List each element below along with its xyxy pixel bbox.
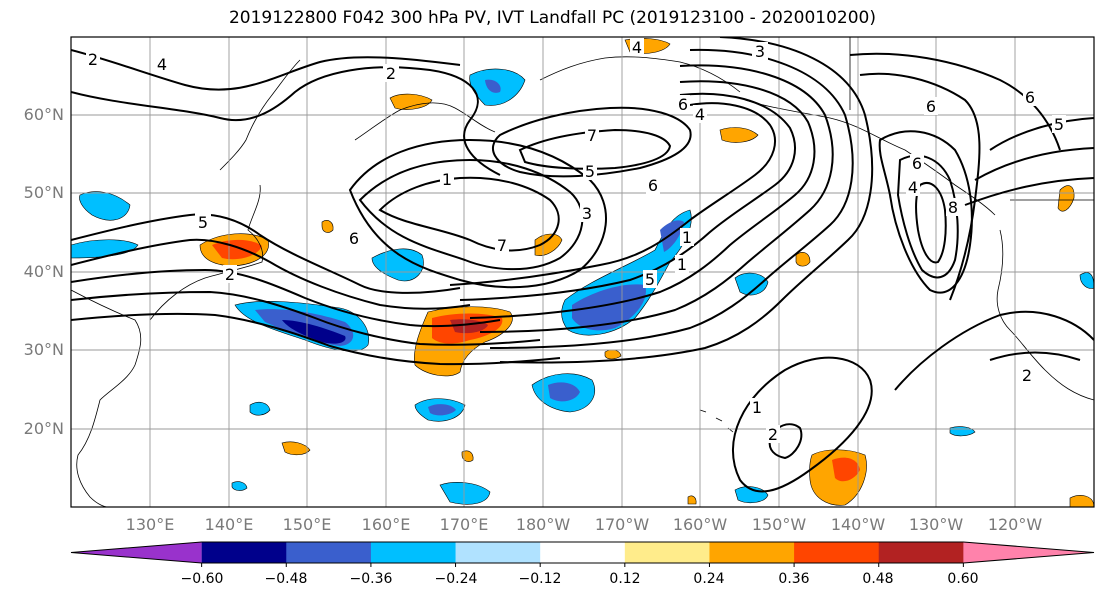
colorbar-tick-label: −0.60	[180, 571, 224, 587]
contour-label: 2	[88, 50, 98, 69]
colorbar-tick-label: −0.48	[264, 571, 308, 587]
shaded-anomaly-field	[71, 38, 1094, 507]
contour-label: 4	[632, 38, 642, 57]
colorbar-tick-label: −0.12	[518, 571, 562, 587]
lat-label-30n: 30°N	[23, 340, 64, 359]
colorbar-tick-label: 0.60	[947, 571, 979, 587]
contour-label: 6	[926, 97, 936, 116]
contour-label: 6	[678, 95, 688, 114]
lat-label-50n: 50°N	[23, 183, 64, 202]
lon-label-170w: 170°W	[594, 515, 650, 534]
contour-label: 5	[198, 213, 208, 232]
map-title: 2019122800 F042 300 hPa PV, IVT Landfall…	[228, 8, 876, 28]
contour-label: 1	[752, 398, 762, 417]
colorbar-extension-low	[71, 542, 202, 563]
contour-label: 5	[645, 270, 655, 289]
colorbar-tick-label: 0.48	[862, 571, 894, 587]
contour-label: 4	[695, 105, 705, 124]
contour-label: 8	[948, 198, 958, 217]
contour-label: 2	[768, 425, 778, 444]
colorbar-extension-high	[963, 542, 1094, 563]
contour-label: 7	[587, 126, 597, 145]
colorbar-tick-label: 0.36	[778, 571, 810, 587]
lon-label-160w: 160°W	[672, 515, 728, 534]
colorbar-tick-label: −0.36	[349, 571, 393, 587]
contour-label: 4	[157, 55, 167, 74]
colorbar-segment	[286, 542, 372, 563]
contour-label: 2	[1022, 366, 1032, 385]
contour-label: 5	[1054, 115, 1064, 134]
lon-label-150w: 150°W	[751, 515, 807, 534]
contour-label: 1	[682, 228, 692, 247]
contour-label: 2	[225, 265, 235, 284]
lon-label-140e: 140°E	[204, 515, 254, 534]
contour-label: 7	[497, 236, 507, 255]
contour-label: 4	[908, 178, 918, 197]
contour-label: 5	[585, 162, 595, 181]
coastlines	[71, 37, 1094, 507]
lon-label-120w: 120°W	[987, 515, 1043, 534]
lon-label-140w: 140°W	[830, 515, 886, 534]
colorbar	[70, 541, 1095, 567]
contour-label: 3	[582, 204, 592, 223]
contour-label: 1	[442, 170, 452, 189]
contour-label: 6	[912, 154, 922, 173]
contour-label-backgrounds	[86, 38, 1066, 443]
lon-label-180w: 180°W	[515, 515, 571, 534]
gridlines	[71, 37, 1094, 507]
contour-label: 6	[1025, 88, 1035, 107]
contour-label: 6	[349, 229, 359, 248]
lat-label-40n: 40°N	[23, 262, 64, 281]
colorbar-tick-label: −0.24	[434, 571, 478, 587]
colorbar-segment	[624, 542, 710, 563]
colorbar-segment	[878, 542, 964, 563]
contour-label: 1	[677, 255, 687, 274]
colorbar-segment	[794, 542, 880, 563]
contour-label: 2	[386, 64, 396, 83]
contour-label: 3	[755, 42, 765, 61]
colorbar-tick-label: 0.24	[693, 571, 725, 587]
colorbar-tick-label: 0.12	[609, 571, 641, 587]
lat-label-60n: 60°N	[23, 105, 64, 124]
lon-label-130w: 130°W	[908, 515, 964, 534]
colorbar-segment	[709, 542, 795, 563]
contour-label: 6	[648, 176, 658, 195]
colorbar-segment	[455, 542, 541, 563]
colorbar-segment	[370, 542, 457, 563]
lon-label-170e: 170°E	[439, 515, 489, 534]
colorbar-segment	[540, 542, 626, 563]
lon-label-130e: 130°E	[125, 515, 175, 534]
lon-label-160e: 160°E	[361, 515, 411, 534]
lat-label-20n: 20°N	[23, 419, 64, 438]
map-frame	[70, 36, 1095, 508]
colorbar-segment	[201, 542, 287, 563]
lon-label-150e: 150°E	[282, 515, 332, 534]
